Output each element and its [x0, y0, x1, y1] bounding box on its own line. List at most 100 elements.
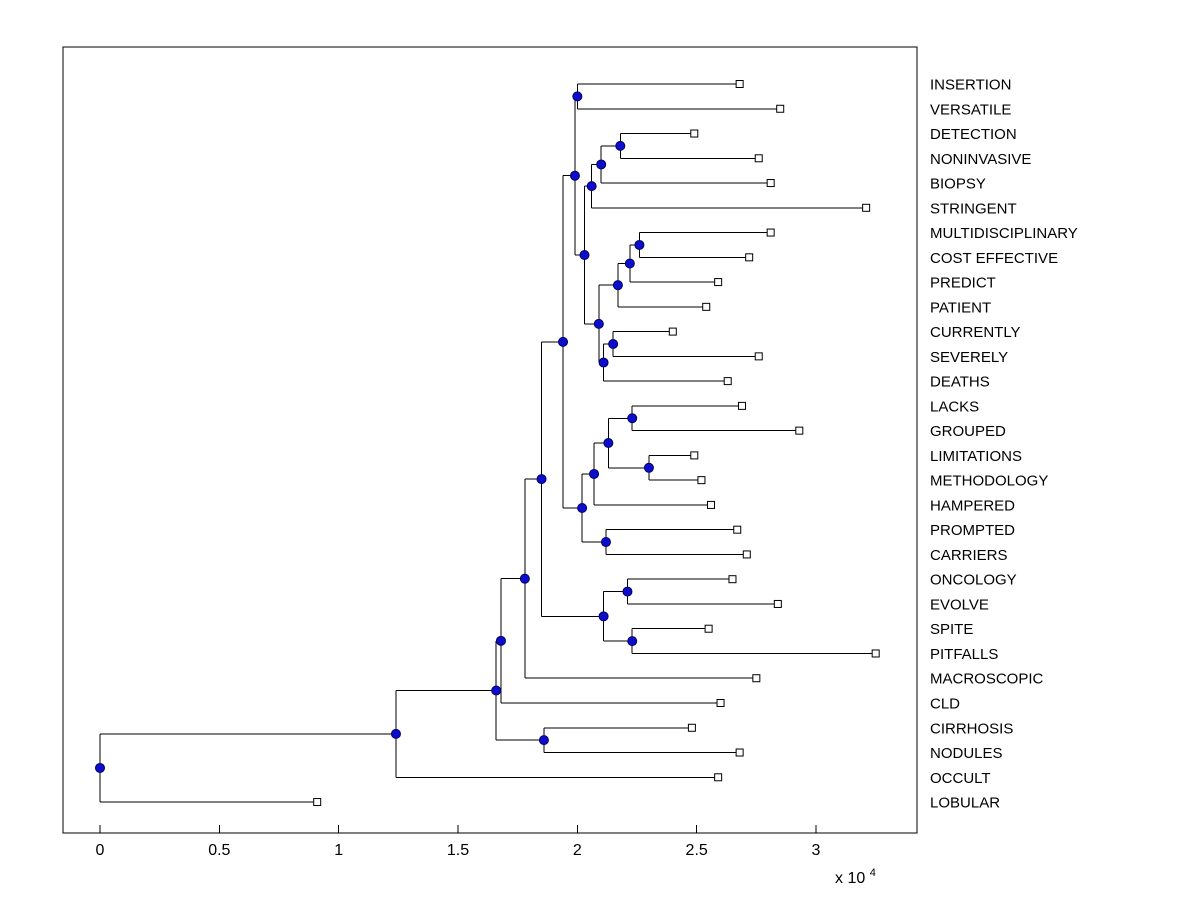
x-tick-label: 2.5 — [686, 842, 708, 859]
internal-node-marker — [572, 91, 583, 102]
axis-exponent-label: x 10 4 — [835, 867, 876, 887]
internal-node-marker — [495, 635, 506, 646]
branch-lines-group — [99, 83, 876, 803]
leaf-marker — [766, 228, 775, 237]
leaf-marker — [738, 401, 747, 410]
leaf-marker — [776, 104, 785, 113]
leaf-marker — [728, 575, 737, 584]
leaf-label: GROUPED — [930, 423, 1006, 440]
leaf-marker — [754, 352, 763, 361]
x-tick-label: 2 — [573, 842, 582, 859]
internal-node-marker — [598, 611, 609, 622]
leaf-marker — [733, 525, 742, 534]
x-axis-group: 0 0.5 1 1.5 2 2.5 3 x 10 4 — [96, 825, 876, 887]
internal-node-marker — [95, 762, 105, 773]
leaf-marker — [690, 129, 699, 138]
internal-node-marker — [643, 462, 654, 473]
leaf-label: NONINVASIVE — [930, 151, 1031, 168]
leaf-marker — [706, 500, 715, 509]
leaf-marker — [690, 451, 699, 460]
internal-node-marker — [634, 239, 645, 250]
leaf-label: DETECTION — [930, 126, 1017, 143]
internal-node-marker — [622, 586, 633, 597]
leaf-label: CURRENTLY — [930, 324, 1021, 341]
leaf-marker — [716, 699, 725, 707]
leaf-label: CARRIERS — [930, 547, 1008, 564]
leaf-marker — [752, 674, 761, 683]
leaf-label: BIOPSY — [930, 176, 986, 193]
leaf-label: VERSATILE — [930, 101, 1011, 118]
leaf-marker — [735, 748, 744, 757]
leaf-label: PROMPTED — [930, 522, 1015, 539]
internal-node-marker — [536, 474, 547, 485]
internal-node-marker — [589, 468, 600, 479]
leaf-label: EVOLVE — [930, 596, 989, 613]
leaf-label: SPITE — [930, 621, 973, 638]
leaf-label: INSERTION — [930, 77, 1011, 94]
internal-node-marker — [603, 438, 614, 449]
leaf-labels-group: INSERTION VERSATILE DETECTION NONINVASIVE BI… — [930, 77, 1078, 812]
leaf-label: PREDICT — [930, 275, 996, 292]
internal-node-marker — [390, 728, 401, 739]
leaf-label: MULTIDISCIPLINARY — [930, 225, 1078, 242]
leaf-label: CIRRHOSIS — [930, 720, 1013, 737]
leaf-marker — [766, 179, 775, 188]
internal-node-marker — [600, 537, 611, 548]
internal-node-marker — [519, 573, 530, 584]
leaf-label: STRINGENT — [930, 200, 1017, 217]
leaf-label: LACKS — [930, 398, 979, 415]
leaf-label: ONCOLOGY — [930, 572, 1017, 589]
leaf-label: SEVERELY — [930, 349, 1008, 366]
leaf-label: CLD — [930, 696, 960, 713]
leaf-marker — [745, 253, 754, 262]
internal-node-marker — [491, 685, 502, 696]
leaf-marker — [862, 203, 871, 212]
internal-node-marker — [596, 159, 607, 170]
leaf-marker — [714, 773, 723, 782]
internal-node-marker — [586, 181, 597, 192]
leaf-label: DEATHS — [930, 374, 990, 391]
internal-node-marker — [615, 140, 626, 151]
internal-node-marker — [627, 413, 638, 424]
leaf-marker — [735, 80, 744, 88]
leaf-label: MACROSCOPIC — [930, 671, 1044, 688]
leaf-marker — [773, 599, 782, 608]
plot-frame-group — [62, 46, 918, 834]
leaf-marker — [697, 476, 706, 485]
leaf-label: HAMPERED — [930, 497, 1015, 514]
leaf-label: METHODOLOGY — [930, 473, 1048, 490]
internal-node-marker — [593, 318, 604, 329]
leaf-marker — [704, 624, 713, 633]
node-markers-group — [95, 80, 880, 807]
leaf-marker — [668, 327, 677, 336]
leaf-marker — [313, 798, 322, 807]
internal-node-marker — [558, 336, 569, 347]
leaf-marker — [754, 154, 763, 163]
internal-node-marker — [627, 636, 638, 647]
internal-node-marker — [538, 735, 549, 746]
internal-node-marker — [608, 338, 619, 349]
x-tick-label: 0 — [96, 842, 105, 859]
leaf-label: PITFALLS — [930, 646, 998, 663]
leaf-label: LOBULAR — [930, 795, 1000, 812]
leaf-marker — [742, 550, 751, 559]
leaf-label: NODULES — [930, 745, 1003, 762]
leaf-label: COST EFFECTIVE — [930, 250, 1058, 267]
internal-node-marker — [624, 258, 635, 269]
internal-node-marker — [598, 357, 609, 368]
leaf-marker — [871, 649, 880, 658]
x-tick-label: 1.5 — [447, 842, 469, 859]
leaf-label: PATIENT — [930, 299, 991, 316]
leaf-label: OCCULT — [930, 770, 991, 787]
x-tick-label: 3 — [812, 842, 821, 859]
leaf-label: LIMITATIONS — [930, 448, 1022, 465]
plot-frame — [62, 46, 918, 834]
x-tick-label: 1 — [334, 842, 343, 859]
internal-node-marker — [569, 170, 580, 181]
leaf-marker — [795, 426, 804, 435]
leaf-marker — [687, 723, 696, 732]
leaf-marker — [702, 302, 711, 311]
internal-node-marker — [612, 280, 623, 291]
